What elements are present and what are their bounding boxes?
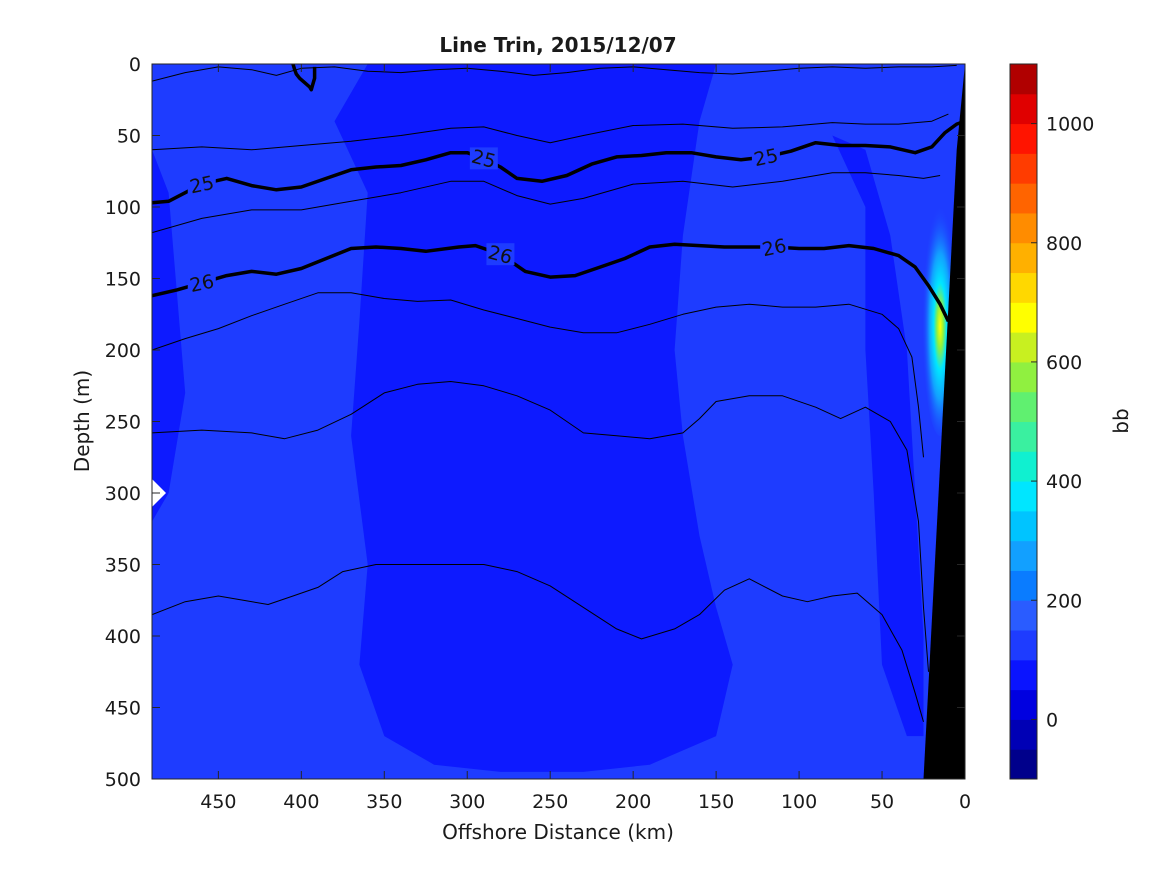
colorbar-band [1010,123,1037,154]
x-tick-label: 100 [781,791,817,813]
isopycnal-thin-7 [152,64,957,82]
colorbar-frame [1009,63,1038,780]
x-axis-label: Offshore Distance (km) [442,820,674,844]
x-tick-label: 150 [698,791,734,813]
colorbar-band [1010,481,1037,512]
y-tick-label: 200 [105,340,141,362]
isopycnal-thin-6 [152,564,924,722]
y-tick-label: 50 [117,126,141,148]
contour-label-bg [469,147,498,170]
colorbar [1010,64,1037,780]
low-value-regions [152,64,924,772]
y-tick-label: 250 [105,412,141,434]
x-tick-label: 0 [959,791,971,813]
colorbar-ticks: 0 200 400 600 800 1000 [1031,114,1094,731]
isopycnal-thin-3 [152,172,941,234]
x-tick-label: 250 [532,791,568,813]
y-tick-label: 100 [105,197,141,219]
colorbar-band [1010,689,1037,720]
x-tick-label: 450 [200,791,236,813]
x-tick-label: 400 [283,791,319,813]
contour-label-26: 26 [760,235,788,262]
colorbar-band [1010,600,1037,631]
colorbar-tick-label: 800 [1046,233,1082,255]
colorbar-band [1010,630,1037,661]
colorbar-band [1010,659,1037,691]
y-tick-label: 0 [129,54,141,76]
bathymetry [923,64,965,779]
isopycnal-thin-2 [152,113,949,151]
colorbar-band [1010,719,1037,750]
colorbar-band [1010,332,1037,363]
contour-label-bg [187,271,216,294]
colorbar-tick-label: 400 [1046,471,1082,493]
isopycnal-26 [152,242,950,323]
y-tick-label: 300 [105,483,141,505]
isopycnal-thin-8 [291,64,317,92]
contour-label-bg [760,236,789,259]
low-value-region-2 [152,149,186,522]
colorbar-band [1010,93,1037,125]
y-tick-label: 350 [105,555,141,577]
y-tick-label: 150 [105,269,141,291]
y-axis-ticks: 0 50 100 150 200 250 300 350 400 450 500 [105,54,965,791]
x-tick-label: 50 [870,791,894,813]
colorbar-band [1010,361,1037,393]
low-value-region-0 [334,64,733,772]
colorbar-band [1010,510,1037,542]
low-value-region-1 [832,135,924,737]
x-tick-label: 300 [449,791,485,813]
colorbar-band [1010,183,1037,214]
seafloor [923,64,965,779]
contour-label-26: 26 [188,270,216,297]
x-tick-label: 350 [366,791,402,813]
colorbar-band [1010,302,1037,333]
colorbar-tick-label: 200 [1046,590,1082,612]
isopycnal-contours [152,64,965,722]
chart-title: Line Trin, 2015/12/07 [439,33,676,57]
colorbar-band [1010,391,1037,422]
colorbar-label: bb [1109,408,1133,433]
x-axis-ticks: 450 400 350 300 250 200 150 100 50 0 [200,64,971,813]
colorbar-band [1010,64,1037,95]
colorbar-band [1010,242,1037,274]
colorbar-band [1010,570,1037,601]
x-tick-label: 200 [615,791,651,813]
colorbar-band [1010,749,1037,780]
contour-label-25: 25 [752,145,780,172]
y-axis-label: Depth (m) [70,370,94,472]
colorbar-band [1010,451,1037,482]
colorbar-band [1010,540,1037,571]
contour-label-bg [751,145,780,168]
y-tick-label: 500 [105,769,141,791]
isopycnal-25 [152,119,965,205]
y-tick-label: 400 [105,626,141,648]
contour-label-bg [187,173,216,196]
colorbar-band [1010,153,1037,184]
colorbar-tick-label: 0 [1046,709,1058,731]
y-tick-label: 450 [105,698,141,720]
colorbar-tick-label: 600 [1046,352,1082,374]
colorbar-tick-label: 1000 [1046,114,1094,136]
contour-label-25: 25 [188,172,216,199]
colorbar-band [1010,272,1037,303]
contour-label-bg [486,243,515,266]
isopycnal-thin-4 [152,292,924,458]
plot-area [152,64,965,779]
colorbar-band [1010,212,1037,244]
colorbar-band [1010,421,1037,452]
isopycnal-thin-5 [152,381,929,672]
